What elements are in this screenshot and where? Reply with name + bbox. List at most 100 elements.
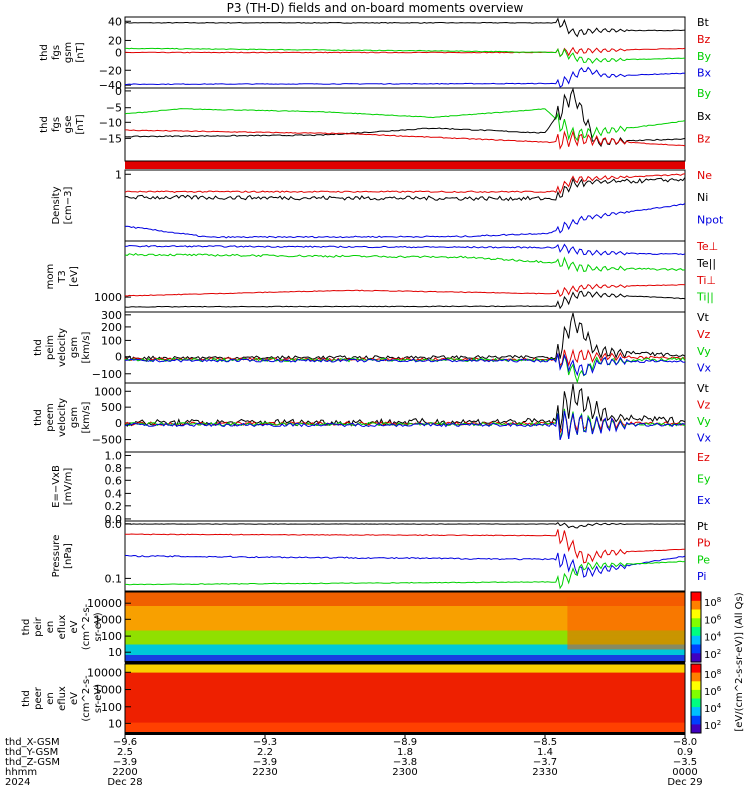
- panel-peer-spectrogram: 10000 1000 100 10 thd peer en eflux eV (cm^2-s-sr…: [21, 663, 686, 735]
- page-title: P3 (TH-D) fields and on-board moments ov…: [226, 1, 524, 15]
- y-axis-label: velocity: [57, 398, 68, 437]
- y-tick-label: 0.6: [105, 474, 123, 487]
- legend-entry: Ex: [697, 494, 711, 507]
- spectrogram-band: [125, 679, 685, 682]
- separator-bar: [125, 161, 685, 169]
- panel-frame: [124, 169, 686, 242]
- spectrogram-band: [125, 688, 685, 691]
- x-tick-label: −9.3: [253, 737, 277, 748]
- colorbar-tick-label: 104: [704, 631, 722, 644]
- y-tick-label: 10: [108, 717, 122, 730]
- x-tick-label: −8.0: [673, 737, 697, 748]
- y-axis-label: thd: [39, 116, 50, 133]
- spectrogram-band: [125, 670, 685, 674]
- x-tick-label: 0.9: [677, 747, 693, 758]
- colorbar-band: [691, 609, 701, 619]
- panel-peem-velocity: 1000 500 0 −500 thd peem velocity gsm [km/s] Vt Vz…: [33, 382, 712, 453]
- y-axis-label: peem: [45, 403, 56, 431]
- x-tick-label: 2230: [252, 767, 277, 778]
- legend-entry: Pt: [697, 520, 709, 533]
- series-bt: [124, 17, 686, 38]
- y-tick-label: 0.1: [105, 572, 123, 585]
- y-tick-label: 10000: [87, 597, 122, 610]
- colorbar-frame: [690, 591, 702, 663]
- spectrogram-band: [125, 727, 685, 731]
- spectrogram-band: [125, 616, 685, 619]
- x-axis-row-label: hhmm: [5, 767, 37, 778]
- legend-entry: Pi: [697, 570, 706, 583]
- legend-entry: Bx: [697, 110, 712, 123]
- y-axis-label: [nT]: [75, 42, 86, 62]
- colorbar-tick-label: 106: [704, 613, 722, 626]
- x-tick-label: 2330: [532, 767, 557, 778]
- y-tick-label: −5: [106, 102, 122, 115]
- spectrogram-band: [125, 607, 685, 611]
- colorbar-band: [691, 635, 701, 646]
- legend-entry: Pb: [697, 537, 711, 550]
- y-axis-label: peir: [33, 616, 44, 636]
- spectrogram-band: [125, 595, 685, 598]
- y-axis-label: en: [45, 692, 56, 705]
- spectrogram-band: [125, 702, 685, 705]
- legend-entry: Bz: [697, 33, 711, 46]
- spectrogram-band: [125, 609, 685, 612]
- x-tick-label: −9.6: [113, 737, 137, 748]
- colorbar-band: [691, 600, 701, 611]
- legend-entry: Vx: [697, 362, 712, 375]
- x-tick-label: −3.5: [673, 757, 697, 768]
- legend-entry: Vy: [697, 415, 711, 428]
- legend-entry: Bx: [697, 67, 712, 80]
- spectrogram-band: [125, 641, 685, 644]
- spectrogram-band: [125, 632, 685, 635]
- y-axis-label: E=−VxB: [51, 465, 62, 508]
- spectrogram-band: [125, 634, 685, 637]
- colorbar-band: [691, 715, 701, 725]
- y-tick-label: 0.8: [105, 462, 123, 475]
- spectrogram-band: [125, 639, 685, 642]
- spectrogram-band: [125, 700, 685, 703]
- y-axis-label: thd: [33, 409, 44, 426]
- x-tick-label: −3.9: [113, 757, 137, 768]
- spectrogram-band: [125, 621, 685, 625]
- y-tick-label: 1.0: [105, 449, 123, 462]
- x-axis-row-label: thd_Y-GSM: [5, 747, 58, 758]
- panel-frame: [124, 311, 686, 384]
- legend-entry: Pe: [697, 553, 710, 566]
- panel-peir-spectrogram: 10000 1000 100 10 thd peir en eflux eV (cm^2-s-sr…: [21, 591, 686, 664]
- y-axis-label: Density: [51, 186, 62, 224]
- y-axis-label: gsm: [63, 42, 74, 63]
- panel-fgs-dsl: 0 −5−10 −15 thd fgs gse [nT] By Bx Bz: [39, 85, 712, 162]
- y-tick-label: 1000: [94, 684, 122, 697]
- legend-entry: Te||: [696, 257, 716, 270]
- spectrogram-band: [125, 611, 685, 614]
- series-bz-2: [125, 129, 686, 150]
- spectrogram-band: [125, 592, 685, 595]
- panel-frame: [124, 591, 686, 663]
- y-tick-label: 0.2: [105, 500, 123, 513]
- series-npot: [124, 203, 686, 239]
- spectrogram-band: [125, 635, 685, 639]
- spectrogram-band: [125, 637, 685, 640]
- y-axis-label: gsm: [69, 407, 80, 428]
- spectrogram-band: [125, 655, 685, 658]
- x-tick-label: 1.4: [537, 747, 553, 758]
- spectrogram-band: [125, 712, 685, 715]
- y-axis-label: thd: [21, 690, 32, 707]
- spectrogram-band: [125, 710, 685, 713]
- y-axis-label: [mV/m]: [63, 468, 74, 506]
- spectrogram-band: [125, 651, 685, 654]
- spectrogram-band: [567, 597, 685, 650]
- panel-frame: [124, 240, 686, 313]
- y-axis-label: peer: [33, 686, 44, 710]
- y-tick-label: 500: [101, 401, 122, 414]
- spectrogram-band: [125, 703, 685, 706]
- y-axis-label: thd: [39, 44, 50, 61]
- x-axis-row-label: 2024: [5, 777, 30, 788]
- spectrogram-band: [125, 613, 685, 616]
- series-pe: [125, 560, 686, 590]
- legend-entry: Ti||: [696, 291, 714, 304]
- legend-entry: Vx: [697, 431, 712, 444]
- y-tick-label: −15: [99, 132, 122, 145]
- panel-efield: 1.00.80.60.40.20.0 E=−VxB [mV/m] Ez Ey Ex: [51, 449, 711, 525]
